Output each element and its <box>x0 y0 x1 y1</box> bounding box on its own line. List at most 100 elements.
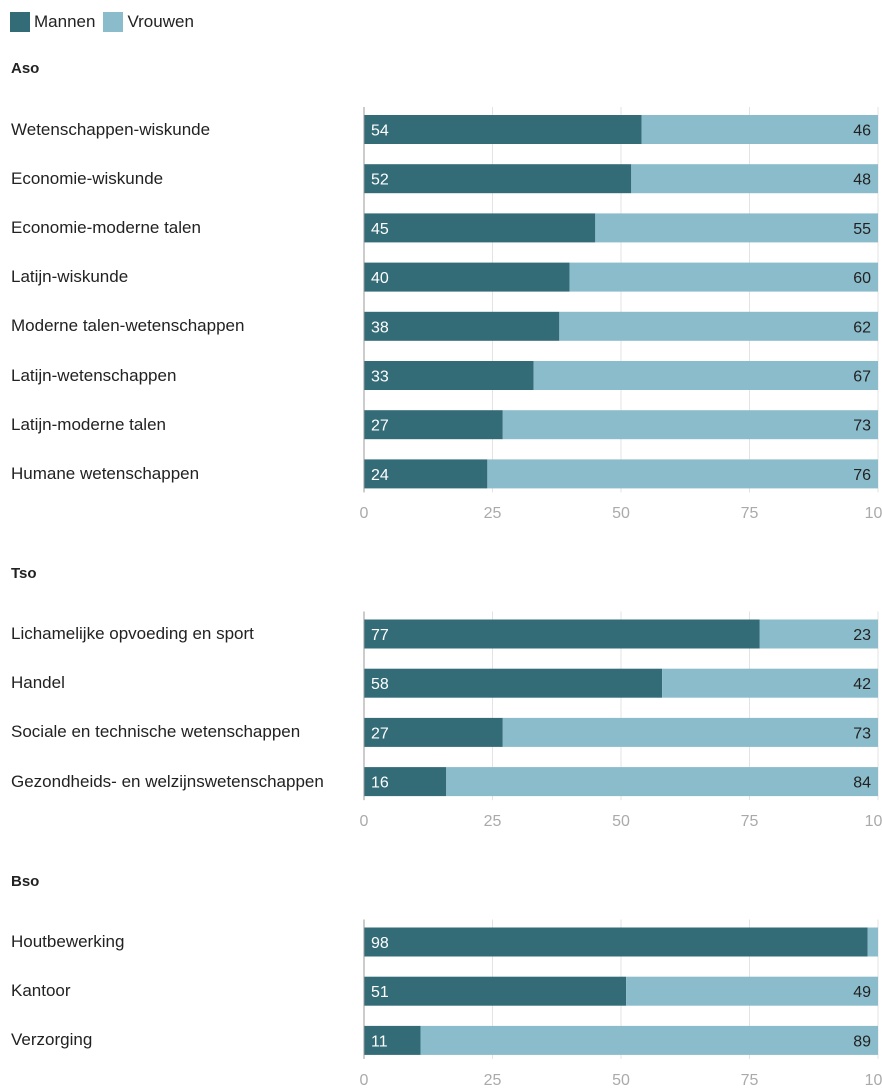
bar-segment-men[interactable] <box>364 927 868 957</box>
bar-segment-women[interactable] <box>446 767 878 797</box>
x-tick-label: 25 <box>483 1071 502 1089</box>
x-tick-label: 0 <box>359 813 369 831</box>
category-label: Wetenschappen-wiskunde <box>11 119 211 139</box>
value-label-women: 60 <box>853 270 871 287</box>
bar-segment-women[interactable] <box>502 410 878 440</box>
bar-segment-women[interactable] <box>641 115 878 144</box>
bar-segment-women[interactable] <box>662 668 878 698</box>
bar-segment-women[interactable] <box>533 361 878 390</box>
value-label-men: 54 <box>371 123 389 140</box>
value-label-men: 58 <box>371 676 389 693</box>
category-label: Kantoor <box>11 981 71 1001</box>
value-label-women: 46 <box>853 123 871 140</box>
value-label-men: 51 <box>371 984 389 1001</box>
bar-segment-men[interactable] <box>364 115 642 144</box>
category-label: Latijn-wiskunde <box>11 267 129 287</box>
bar-segment-men[interactable] <box>364 410 503 440</box>
bar-segment-men[interactable] <box>364 213 596 243</box>
value-label-women: 48 <box>853 172 871 189</box>
value-label-women: 42 <box>853 676 871 693</box>
section-title: Tso <box>11 565 37 582</box>
x-tick-label: 75 <box>740 505 759 523</box>
legend: Mannen Vrouwen <box>10 12 202 32</box>
x-tick-label: 50 <box>612 505 630 523</box>
category-label: Gezondheids- en welzijnswetenschappen <box>11 771 324 791</box>
category-label: Moderne talen-wetenschappen <box>11 316 245 336</box>
value-label-women: 84 <box>853 775 871 792</box>
value-label-men: 24 <box>371 467 389 484</box>
x-tick-label: 100 <box>864 505 882 523</box>
bar-segment-men[interactable] <box>364 361 534 390</box>
x-tick-label: 100 <box>864 813 882 831</box>
value-label-women: 73 <box>853 418 871 435</box>
x-tick-label: 50 <box>612 1071 630 1089</box>
legend-swatch-men <box>10 12 30 32</box>
bar-segment-men[interactable] <box>364 1025 421 1055</box>
bar-segment-men[interactable] <box>364 619 760 649</box>
bar-segment-men[interactable] <box>364 767 447 797</box>
bar-segment-women[interactable] <box>420 1025 878 1055</box>
category-label: Economie-wiskunde <box>11 168 164 188</box>
value-label-women: 62 <box>853 319 871 336</box>
value-label-men: 52 <box>371 172 389 189</box>
x-tick-label: 25 <box>483 813 502 831</box>
bar-segment-women[interactable] <box>759 619 878 649</box>
section-title: Aso <box>11 60 40 77</box>
x-tick-label: 25 <box>483 505 502 523</box>
legend-item-men[interactable]: Mannen <box>10 12 95 32</box>
value-label-women: 89 <box>853 1033 871 1050</box>
bar-segment-women[interactable] <box>569 262 878 292</box>
x-tick-label: 0 <box>359 1071 369 1089</box>
value-label-men: 38 <box>371 319 389 336</box>
value-label-women: 73 <box>853 725 871 742</box>
bar-segment-women[interactable] <box>559 311 878 341</box>
bar-segment-women[interactable] <box>631 164 878 194</box>
section-title: Bso <box>11 873 40 890</box>
category-label: Latijn-wetenschappen <box>11 365 177 385</box>
category-label: Economie-moderne talen <box>11 217 201 237</box>
bar-segment-men[interactable] <box>364 262 570 292</box>
value-label-men: 40 <box>371 270 389 287</box>
value-label-women: 76 <box>853 467 871 484</box>
category-label: Lichamelijke opvoeding en sport <box>11 624 254 643</box>
bar-segment-men[interactable] <box>364 311 560 341</box>
bar-segment-men[interactable] <box>364 668 663 698</box>
bar-segment-women[interactable] <box>595 213 878 243</box>
value-label-men: 16 <box>371 775 389 792</box>
value-label-women: 49 <box>853 984 871 1001</box>
legend-label-women: Vrouwen <box>127 12 194 31</box>
x-tick-label: 100 <box>864 1071 882 1089</box>
value-label-men: 11 <box>371 1033 388 1050</box>
value-label-men: 77 <box>371 627 389 644</box>
x-tick-label: 0 <box>359 505 369 523</box>
x-tick-label: 50 <box>612 813 630 831</box>
bar-segment-men[interactable] <box>364 976 627 1006</box>
value-label-women: 55 <box>853 221 871 238</box>
category-label: Sociale en technische wetenschappen <box>11 722 301 742</box>
category-label: Latijn-moderne talen <box>11 414 166 434</box>
legend-swatch-women <box>103 12 124 32</box>
value-label-men: 45 <box>371 221 389 238</box>
value-label-women: 23 <box>853 627 871 644</box>
x-tick-label: 75 <box>740 1071 759 1089</box>
bar-segment-women[interactable] <box>626 976 878 1006</box>
bar-segment-men[interactable] <box>364 459 488 489</box>
category-label: Verzorging <box>11 1030 93 1050</box>
value-label-men: 33 <box>371 369 389 386</box>
category-label: Houtbewerking <box>11 932 125 951</box>
x-tick-label: 75 <box>740 813 759 831</box>
category-label: Humane wetenschappen <box>11 463 200 483</box>
bar-segment-women[interactable] <box>867 927 878 957</box>
bar-segment-men[interactable] <box>364 164 632 194</box>
bar-segment-men[interactable] <box>364 717 503 747</box>
category-label: Handel <box>11 673 65 693</box>
value-label-women: 67 <box>853 369 871 386</box>
legend-item-women[interactable]: Vrouwen <box>103 12 194 32</box>
bar-segment-women[interactable] <box>487 459 878 489</box>
legend-label-men: Mannen <box>34 12 96 31</box>
value-label-men: 27 <box>371 418 389 435</box>
value-label-men: 27 <box>371 725 389 742</box>
value-label-men: 98 <box>371 935 389 952</box>
bar-segment-women[interactable] <box>502 717 878 747</box>
